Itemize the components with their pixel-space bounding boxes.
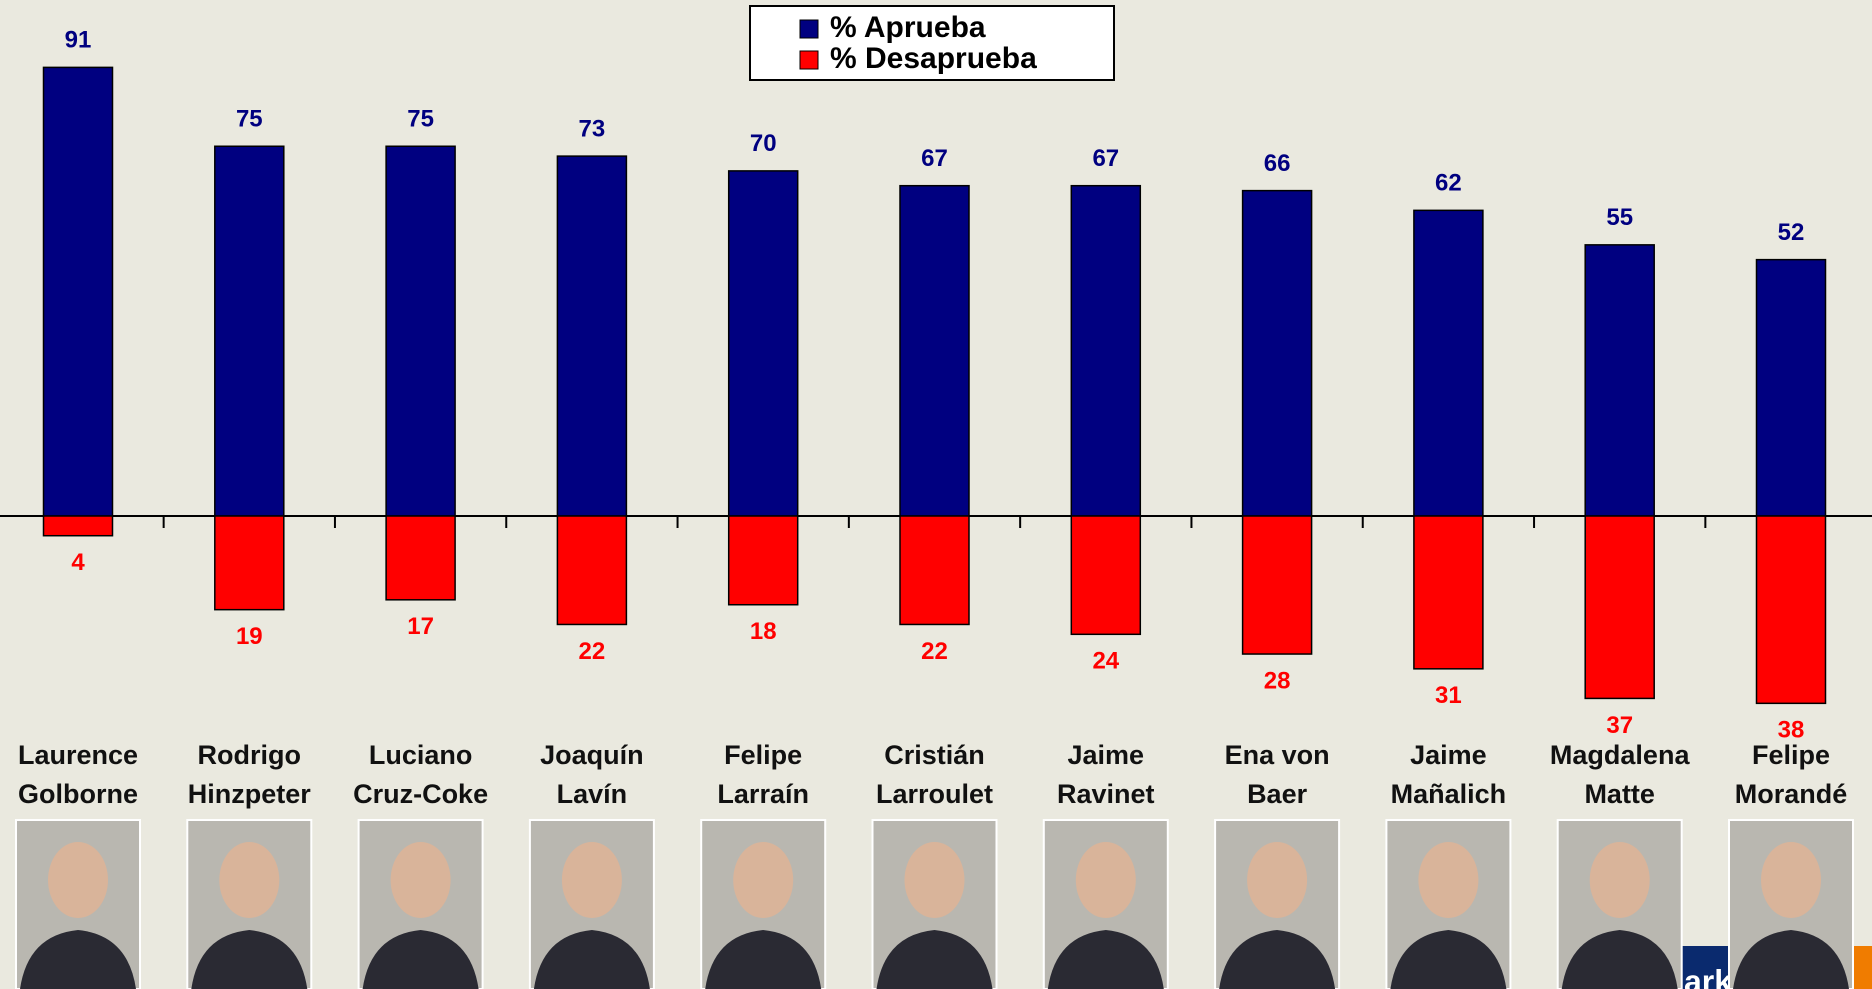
bar [42,515,114,537]
category-label: Hinzpeter [188,779,312,809]
category-label: Larroulet [876,779,993,809]
category-label: Larraín [717,779,809,809]
value-label: 75 [236,106,263,133]
portrait-body [705,930,822,989]
bar [1241,515,1313,655]
category-label: Mañalich [1391,779,1507,809]
category-label: Jaime [1410,740,1487,770]
portrait-body [20,930,136,989]
value-label: 17 [407,613,434,640]
portrait-face [48,842,108,918]
bar [727,515,799,606]
portrait-face [733,842,794,918]
category-label: Matte [1584,779,1655,809]
value-label: 18 [750,618,777,645]
value-label: 37 [1606,712,1633,739]
portrait-body [1390,930,1507,989]
category-label: Baer [1247,779,1308,809]
value-label: 22 [579,638,606,665]
portrait-face [561,842,622,918]
category-label: Luciano [369,740,473,770]
portrait-body [1733,930,1849,989]
portrait-body [1219,930,1336,989]
bar [42,66,114,517]
legend: % Aprueba% Desaprueba [749,5,1115,81]
legend-label: % Aprueba [830,11,986,44]
portrait-face [904,842,965,918]
portrait-face [1418,842,1479,918]
value-label: 66 [1264,150,1291,177]
bar [1070,515,1142,636]
category-label: Golborne [18,779,138,809]
legend-swatch [799,50,819,70]
category-label: Felipe [724,740,802,770]
bar [556,515,628,626]
bar [1584,515,1655,700]
bar [1413,209,1484,517]
value-label: 75 [407,106,434,133]
value-label: 70 [750,130,777,157]
portrait-face [1247,842,1308,918]
portrait-face [390,842,451,918]
value-label: 62 [1435,170,1462,197]
value-label: 67 [921,145,948,172]
value-label: 91 [65,27,92,54]
value-label: 28 [1264,667,1291,694]
category-label: Magdalena [1550,740,1691,770]
portrait-body [1047,930,1164,989]
portrait-face [219,842,280,918]
bar [385,145,456,517]
bar [1070,184,1142,517]
category-label: Ena von [1225,740,1330,770]
portrait-body [1561,930,1678,989]
value-label: 55 [1606,204,1633,231]
value-label: 24 [1092,648,1119,675]
bar [1241,189,1313,517]
value-label: 19 [236,623,263,650]
category-label: Joaquín [540,740,644,770]
bar [1755,258,1827,517]
portrait-body [191,930,308,989]
bar [214,515,285,611]
value-label: 4 [71,549,85,576]
bar [214,145,285,517]
value-label: 67 [1092,145,1119,172]
bar [556,155,628,517]
portrait-body [533,930,650,989]
value-label: 52 [1778,219,1805,246]
value-label: 22 [921,638,948,665]
bar [1584,244,1655,517]
bar [385,515,456,601]
bar [1755,515,1827,705]
value-label: 38 [1778,717,1805,744]
portrait-body [876,930,993,989]
category-label: Laurence [18,740,138,770]
bar [727,170,799,517]
category-label: Jaime [1068,740,1145,770]
category-label: Rodrigo [198,740,301,770]
value-label: 73 [579,115,606,142]
bar [1413,515,1484,670]
portrait-face [1761,842,1821,918]
portrait-face [1589,842,1650,918]
category-label: Ravinet [1057,779,1155,809]
category-label: Cristián [884,740,985,770]
category-label: Felipe [1752,740,1830,770]
legend-swatch [799,19,819,39]
category-label: Lavín [557,779,628,809]
value-label: 31 [1435,682,1462,709]
category-label: Cruz-Coke [353,779,488,809]
category-label: Morandé [1735,779,1848,809]
bar [899,515,970,626]
legend-label: % Desaprueba [830,42,1037,75]
bar [899,184,970,517]
portrait-body [362,930,479,989]
portrait-face [1075,842,1136,918]
